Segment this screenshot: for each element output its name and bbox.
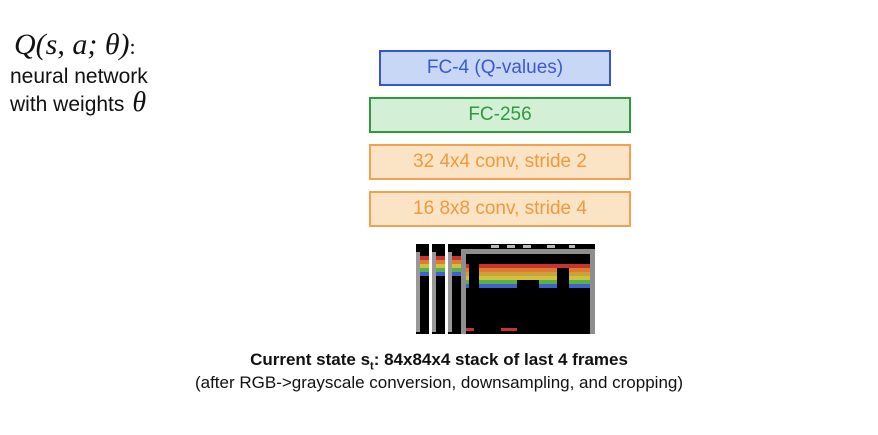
- q-formula: Q(s, a; θ):: [14, 28, 136, 61]
- stacked-frame-back-3: [413, 244, 432, 334]
- subscript-t: t: [370, 360, 374, 373]
- q-description-line2: with weights θ: [10, 87, 147, 118]
- q-colon: :: [129, 34, 136, 59]
- layer-fc4: FC-4 (Q-values): [379, 50, 611, 86]
- stacked-frame-back-1: [445, 244, 464, 334]
- frame-stack-image: [413, 244, 595, 334]
- q-description-line1: neural network: [10, 65, 148, 88]
- layer-conv2: 32 4x4 conv, stride 2: [369, 144, 631, 180]
- caption-preprocessing: (after RGB->grayscale conversion, downsa…: [194, 373, 684, 392]
- q-function-label: Q(s, a; θ): neural network with weights θ: [10, 28, 230, 118]
- layer-fc256: FC-256: [369, 97, 631, 133]
- layer-conv1: 16 8x8 conv, stride 4: [369, 191, 631, 227]
- caption-current-state: Current state st: 84x84x4 stack of last …: [250, 350, 628, 373]
- breakout-game-frame: [461, 244, 595, 334]
- stacked-frame-back-2: [429, 244, 448, 334]
- theta-symbol: θ: [132, 87, 147, 118]
